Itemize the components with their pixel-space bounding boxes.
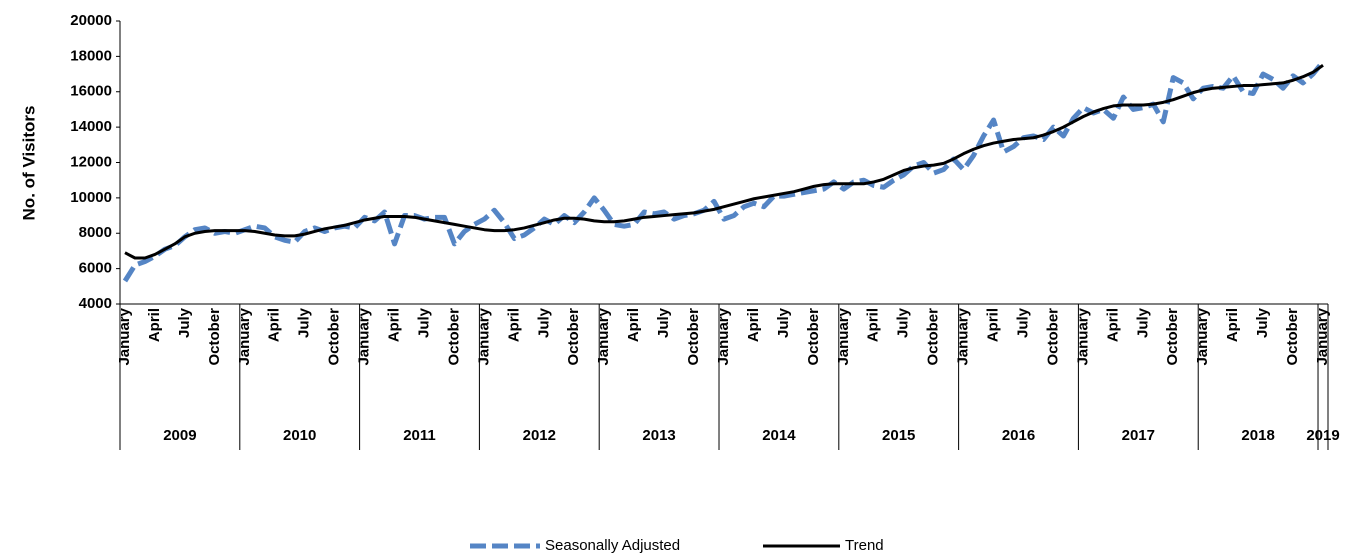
year-label: 2009: [163, 427, 196, 444]
x-tick-label: July: [415, 307, 432, 338]
x-tick-label: July: [535, 307, 552, 338]
series-line: [124, 63, 1324, 260]
x-tick-label: October: [445, 308, 462, 366]
x-tick-label: October: [1044, 308, 1061, 366]
x-tick-label: January: [356, 307, 373, 365]
x-tick-label: April: [745, 308, 762, 342]
year-label: 2010: [283, 427, 316, 444]
x-tick-label: October: [1164, 308, 1181, 366]
x-tick-label: April: [625, 308, 642, 342]
x-tick-label: July: [895, 307, 912, 338]
x-tick-label: April: [865, 308, 882, 342]
year-label: 2014: [762, 427, 796, 444]
x-tick-label: July: [1014, 307, 1031, 338]
x-tick-label: July: [296, 307, 313, 338]
year-label: 2016: [1002, 427, 1035, 444]
x-tick-label: January: [1194, 307, 1211, 365]
y-tick-label: 8000: [79, 224, 112, 241]
year-label: 2015: [882, 427, 915, 444]
x-tick-label: April: [985, 308, 1002, 342]
year-label: 2012: [523, 427, 556, 444]
year-label: 2019: [1306, 427, 1339, 444]
legend-label: Seasonally Adjusted: [545, 537, 680, 554]
legend-label: Trend: [845, 537, 884, 554]
x-tick-label: January: [116, 307, 133, 365]
x-tick-label: October: [925, 308, 942, 366]
x-tick-label: April: [146, 308, 163, 342]
x-tick-label: July: [176, 307, 193, 338]
y-tick-label: 18000: [70, 47, 112, 64]
x-tick-label: January: [236, 307, 253, 365]
x-tick-label: January: [955, 307, 972, 365]
x-tick-label: July: [1134, 307, 1151, 338]
x-tick-label: July: [1254, 307, 1271, 338]
x-tick-label: October: [565, 308, 582, 366]
x-tick-label: July: [655, 307, 672, 338]
year-label: 2013: [642, 427, 675, 444]
series-line: [122, 60, 1325, 283]
x-tick-label: January: [835, 307, 852, 365]
y-tick-label: 14000: [70, 118, 112, 135]
x-tick-label: October: [805, 308, 822, 366]
x-tick-label: January: [475, 307, 492, 365]
y-tick-label: 10000: [70, 189, 112, 206]
x-tick-label: October: [1284, 308, 1301, 366]
x-tick-label: April: [1224, 308, 1241, 342]
x-tick-label: April: [1104, 308, 1121, 342]
x-tick-label: April: [386, 308, 403, 342]
x-tick-label: October: [206, 308, 223, 366]
y-tick-label: 4000: [79, 295, 112, 312]
y-axis-label: No. of Visitors: [19, 106, 38, 221]
year-label: 2017: [1122, 427, 1155, 444]
x-tick-label: October: [685, 308, 702, 366]
x-tick-label: April: [505, 308, 522, 342]
year-label: 2018: [1241, 427, 1274, 444]
y-tick-label: 12000: [70, 153, 112, 170]
x-tick-label: July: [775, 307, 792, 338]
x-tick-label: April: [266, 308, 283, 342]
x-tick-label: October: [326, 308, 343, 366]
x-tick-label: January: [1074, 307, 1091, 365]
year-label: 2011: [403, 427, 436, 444]
x-tick-label: January: [715, 307, 732, 365]
y-tick-label: 6000: [79, 260, 112, 277]
y-tick-label: 20000: [70, 12, 112, 29]
x-tick-label: January: [595, 307, 612, 365]
y-tick-label: 16000: [70, 83, 112, 100]
